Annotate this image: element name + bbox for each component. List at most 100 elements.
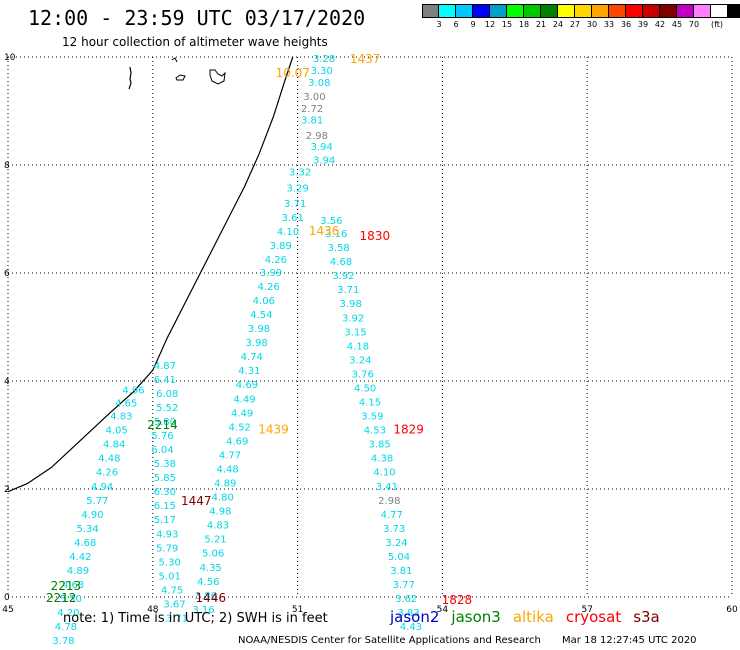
swh-value: 4.75: [161, 585, 183, 596]
swh-value: 2.98: [378, 496, 400, 507]
swh-value: 5.04: [388, 552, 410, 563]
swh-value: 4.69: [236, 380, 258, 391]
swh-value: 3.16: [325, 229, 347, 240]
swh-value: 6.41: [154, 375, 176, 386]
swh-value: 5.38: [154, 459, 176, 470]
pass-time-label: 2213: [51, 579, 82, 593]
swh-value: 4.65: [115, 399, 137, 410]
island-shape: [128, 66, 132, 90]
credit-line: NOAA/NESDIS Center for Satellite Applica…: [238, 635, 715, 646]
swh-value: 4.49: [233, 394, 255, 405]
page-subtitle: 12 hour collection of altimeter wave hei…: [62, 35, 328, 49]
swh-value: 4.89: [67, 566, 89, 577]
color-scale-bar: 3 6 9 12 15 18 21 24 27 30 33 36 39 42 45 70 (ft): [422, 4, 740, 30]
y-tick-label: 0: [4, 593, 10, 603]
swh-value: 4.10: [277, 227, 299, 238]
y-tick-label: 8: [4, 161, 10, 171]
coastline: [7, 56, 294, 493]
swh-value: 3.15: [344, 327, 366, 338]
color-swatch: [473, 4, 490, 18]
swh-value: 5.01: [159, 571, 181, 582]
swh-value: 2.98: [306, 131, 328, 142]
swh-value: 4.68: [330, 257, 352, 268]
swh-values: 3.283.303.083.002.723.812.983.943.943.32…: [52, 54, 422, 647]
color-swatch: [609, 4, 626, 18]
color-swatch: [728, 4, 740, 18]
color-swatch: [456, 4, 473, 18]
swh-value: 3.30: [311, 66, 333, 77]
color-scale-label: 3: [436, 20, 442, 29]
pass-time-label: 1437: [350, 52, 381, 66]
pass-time-label: 1447: [181, 494, 212, 508]
color-scale-label: 70: [688, 20, 700, 29]
color-swatch: [694, 4, 711, 18]
color-swatch: [558, 4, 575, 18]
swh-value: 3.67: [163, 599, 185, 610]
color-swatch: [541, 4, 558, 18]
color-scale-label: 27: [569, 20, 581, 29]
swh-value: 3.71: [337, 285, 359, 296]
swh-value: 5.17: [154, 515, 176, 526]
swh-value: 3.00: [303, 92, 325, 103]
pass-time-label: 1446: [195, 591, 226, 605]
swh-value: 4.54: [250, 310, 272, 321]
page-title: 12:00 - 23:59 UTC 03/17/2020: [28, 6, 366, 30]
swh-value: 5.30: [159, 557, 181, 568]
swh-value: 3.28: [313, 54, 335, 65]
legend-item-jason3: jason3: [451, 608, 501, 626]
pass-time-label: 1439: [258, 423, 289, 437]
swh-value: 3.73: [383, 524, 405, 535]
swh-value: 4.43: [400, 622, 422, 633]
swh-value: 6.08: [156, 389, 178, 400]
swh-value: 4.68: [74, 538, 96, 549]
color-scale-labels: 3 6 9 12 15 18 21 24 27 30 33 36 39 42 45 70 (ft): [422, 18, 740, 30]
swh-value: 4.38: [371, 454, 393, 465]
swh-value: 4.90: [81, 510, 103, 521]
swh-value: 4.93: [156, 529, 178, 540]
color-scale-label: 24: [552, 20, 564, 29]
color-scale-label: 6: [453, 20, 459, 29]
color-swatch: [660, 4, 677, 18]
swh-value: 4.56: [197, 577, 219, 588]
pass-time-label: 1829: [393, 423, 424, 437]
swh-value: 3.62: [395, 594, 417, 605]
island-shape: [171, 57, 186, 81]
color-scale-label: 33: [603, 20, 615, 29]
x-tick-label: 57: [581, 605, 592, 615]
swh-value: 4.53: [364, 426, 386, 437]
swh-value: 4.50: [354, 383, 376, 394]
color-swatch: [490, 4, 507, 18]
swh-value: 3.56: [320, 216, 342, 227]
legend-item-cryosat: cryosat: [565, 608, 622, 626]
swh-value: 6.04: [151, 445, 173, 456]
swh-value: 4.35: [200, 563, 222, 574]
island-shape: [209, 69, 226, 85]
swh-value: 3.78: [52, 636, 74, 647]
legend-item-s3a: s3a: [633, 608, 660, 626]
swh-value: 4.31: [238, 366, 260, 377]
swh-value: 4.94: [91, 482, 113, 493]
swh-value: 6.30: [154, 487, 176, 498]
grid-lines: [7, 56, 733, 598]
legend-item-altika: altika: [512, 608, 554, 626]
swh-value: 3.24: [385, 538, 407, 549]
swh-value: 3.58: [327, 243, 349, 254]
swh-value: 3.77: [393, 580, 415, 591]
swh-value: 4.10: [373, 468, 395, 479]
y-tick-label: 10: [4, 53, 16, 63]
swh-value: 3.29: [286, 184, 308, 195]
swh-value: 3.81: [301, 116, 323, 127]
swh-value: 4.83: [207, 521, 229, 532]
pass-time-label: 2214: [147, 418, 178, 432]
coastline-path: [7, 56, 294, 493]
swh-value: 3.85: [369, 440, 391, 451]
swh-value: 5.21: [204, 535, 226, 546]
color-swatch: [643, 4, 660, 18]
swh-value: 3.98: [245, 338, 267, 349]
swh-value: 4.26: [96, 468, 118, 479]
color-swatch: [439, 4, 456, 18]
color-scale-label: 12: [484, 20, 496, 29]
swh-value: 4.06: [253, 296, 275, 307]
color-scale-label: 18: [518, 20, 530, 29]
